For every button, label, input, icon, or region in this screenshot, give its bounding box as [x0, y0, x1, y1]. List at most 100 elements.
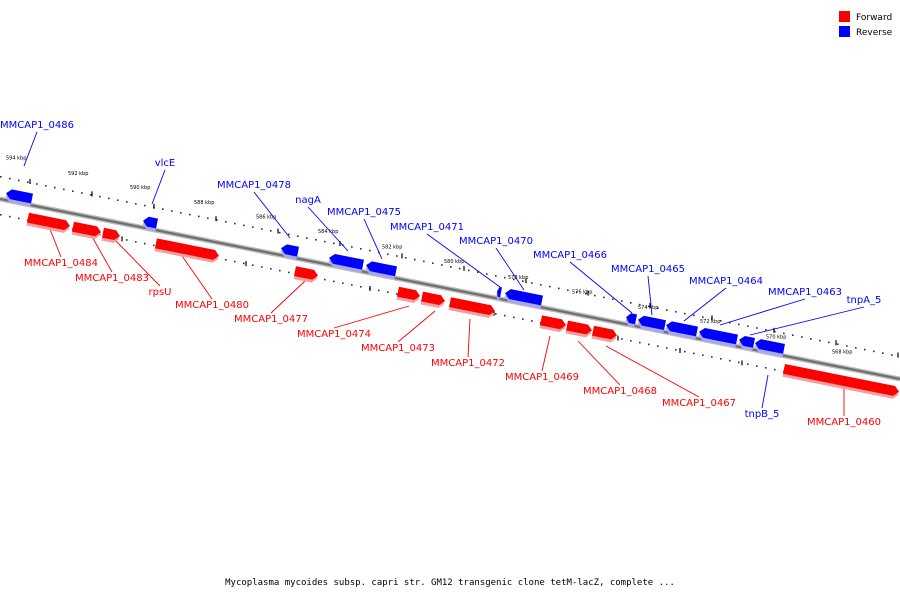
scale-tick-label: 592 kbp	[68, 171, 88, 177]
gene-mmcap1-0465[interactable]	[636, 315, 667, 333]
gene-arrow	[294, 266, 319, 280]
gene-arrow	[27, 212, 71, 231]
legend-label: Forward	[856, 13, 892, 23]
scale-dot	[18, 217, 20, 220]
scale-dot	[738, 323, 740, 326]
gene-rpsu[interactable]	[101, 227, 121, 244]
scale-dot	[873, 350, 875, 353]
gene-mmcap1-0469[interactable]	[539, 315, 567, 333]
scale-dot	[666, 309, 668, 311]
scale-dot	[126, 239, 128, 241]
gene-arrow	[566, 320, 593, 335]
gene-mmcap1-0460[interactable]	[782, 364, 900, 400]
scale-dot	[522, 318, 524, 320]
gene-label: MMCAP1_0460	[807, 417, 881, 428]
scale-dot	[792, 334, 794, 336]
scale-dot	[99, 195, 101, 198]
gene-tnpa-5[interactable]	[737, 335, 755, 351]
scale-dot	[675, 349, 677, 351]
scale-tick-label: 582 kbp	[382, 245, 402, 251]
gene-arrow	[6, 189, 34, 204]
scale-dot	[0, 214, 2, 216]
scale-dot	[513, 278, 515, 281]
gene-arrow	[505, 289, 544, 306]
scale-dot	[810, 338, 812, 340]
scale-dot	[702, 354, 704, 356]
scale-dot	[504, 314, 506, 317]
gene-arrow	[366, 261, 397, 277]
leader-line	[151, 169, 166, 205]
scale-dot	[63, 188, 65, 191]
scale-dot	[504, 276, 506, 279]
gene-mmcap1-0470[interactable]	[503, 288, 544, 309]
scale-dot	[693, 352, 695, 355]
scale-dot	[459, 267, 461, 270]
leader-line	[426, 233, 501, 288]
gene-arrow	[638, 315, 667, 331]
scale-dot	[639, 303, 641, 306]
scale-dot	[180, 212, 182, 214]
gene-mmcap1-0474[interactable]	[396, 286, 421, 304]
scale-dot	[225, 221, 227, 223]
leader-line	[577, 340, 621, 386]
scale-dot	[801, 336, 803, 338]
gene-mmcap1-0478[interactable]	[279, 243, 299, 260]
scale-dot	[729, 359, 731, 362]
scale-tick-label: 570 kbp	[766, 334, 786, 340]
scale-dot	[702, 316, 704, 318]
scale-dot	[234, 222, 236, 225]
scale-dot	[108, 197, 110, 200]
scale-dot	[396, 255, 398, 257]
gene-label: MMCAP1_0465	[611, 264, 685, 275]
scale-dot	[324, 240, 326, 243]
scale-dot	[774, 330, 776, 333]
gene-arrow	[540, 315, 567, 330]
gene-arrow	[102, 227, 121, 241]
scale-dot	[261, 228, 263, 230]
leader-line	[495, 247, 525, 291]
gene-mmcap1-0464[interactable]	[664, 320, 698, 340]
gene-mmcap1-0475[interactable]	[364, 260, 397, 280]
gene-mmcap1-0468[interactable]	[565, 320, 593, 339]
scale-dot	[729, 321, 731, 324]
scale-dot	[522, 280, 524, 282]
gene-mmcap1-0480[interactable]	[154, 238, 220, 263]
gene-mmcap1-0463[interactable]	[697, 327, 738, 348]
scale-dot	[495, 275, 497, 277]
gene-label: MMCAP1_0475	[327, 207, 401, 218]
scale-dot	[270, 230, 272, 232]
scale-dot	[837, 343, 839, 345]
gene-mmcap1-0466[interactable]	[624, 312, 638, 328]
leader-line	[467, 318, 471, 358]
gene-tnpb-5[interactable]	[753, 338, 786, 357]
gene-naga[interactable]	[327, 253, 364, 273]
gene-vlce[interactable]	[141, 216, 159, 232]
gene-mmcap1-0473[interactable]	[420, 291, 446, 309]
scale-dot	[675, 311, 677, 313]
gene-mmcap1-0486[interactable]	[4, 188, 34, 207]
leader-line	[253, 191, 291, 239]
scale-dot	[603, 296, 605, 299]
scale-dot	[891, 354, 893, 356]
scale-dot	[198, 215, 200, 218]
scale-dot	[450, 266, 452, 268]
gene-label: MMCAP1_0469	[505, 372, 579, 383]
gene-mmcap1-0484[interactable]	[26, 212, 71, 234]
scale-dot	[621, 300, 623, 302]
scale-dot	[783, 332, 785, 335]
gene-mmcap1-0471[interactable]	[495, 286, 502, 301]
gene-mmcap1-0483[interactable]	[71, 221, 102, 240]
leader-line	[307, 206, 349, 252]
gene-mmcap1-0477[interactable]	[293, 266, 319, 283]
scale-tick-label: 590 kbp	[130, 185, 150, 191]
gene-mmcap1-0467[interactable]	[591, 325, 618, 344]
scale-dot	[225, 259, 227, 261]
gene-mmcap1-0472[interactable]	[448, 297, 496, 319]
scale-dot	[621, 338, 623, 340]
scale-dot	[405, 257, 407, 259]
gene-label: MMCAP1_0477	[234, 314, 308, 325]
scale-tick-label: 572 kbp	[700, 319, 720, 325]
gene-label: MMCAP1_0470	[459, 236, 533, 247]
scale-dot	[648, 343, 650, 346]
